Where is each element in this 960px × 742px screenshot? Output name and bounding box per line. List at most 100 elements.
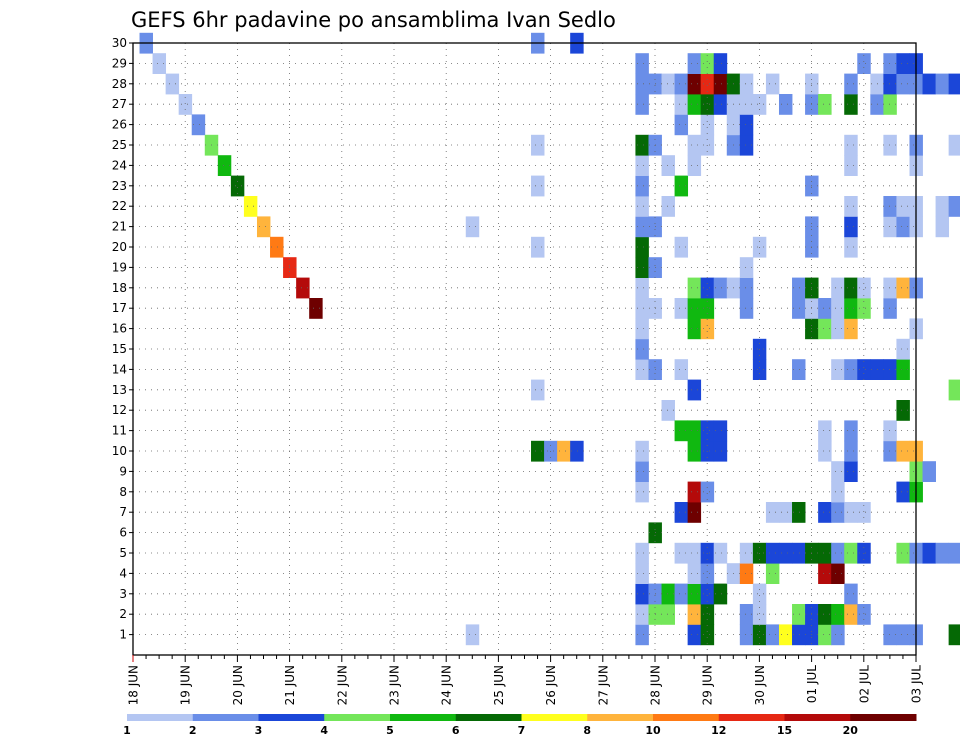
x-tick-label: 18 JUN bbox=[127, 665, 141, 705]
x-tick-label: 26 JUN bbox=[544, 665, 558, 705]
legend-label: 10 bbox=[645, 724, 661, 737]
heatmap-cell bbox=[857, 604, 871, 625]
heatmap-cell bbox=[661, 604, 675, 625]
heatmap-cell bbox=[674, 236, 689, 258]
heatmap-cell bbox=[687, 420, 702, 442]
heatmap-cell bbox=[844, 461, 858, 482]
heatmap-cell bbox=[465, 216, 480, 238]
heatmap-cell bbox=[700, 114, 715, 136]
y-tick-label: 29 bbox=[112, 56, 127, 70]
legend-label: 2 bbox=[189, 724, 197, 737]
heatmap-cell bbox=[896, 216, 910, 238]
heatmap-cell bbox=[896, 196, 910, 217]
heatmap-cell bbox=[700, 604, 715, 625]
legend-swatch bbox=[850, 714, 917, 721]
heatmap-cell bbox=[635, 53, 649, 74]
heatmap-cell bbox=[818, 94, 832, 115]
y-tick-label: 6 bbox=[119, 526, 127, 540]
y-tick-label: 26 bbox=[112, 118, 127, 132]
x-tick-label: 25 JUN bbox=[492, 665, 506, 705]
y-tick-label: 21 bbox=[112, 220, 127, 234]
heatmap-cell bbox=[818, 604, 832, 625]
heatmap-cell bbox=[230, 175, 245, 197]
heatmap-cell bbox=[857, 277, 871, 299]
heatmap-cell bbox=[674, 542, 689, 564]
heatmap-cell bbox=[635, 604, 649, 625]
heatmap-cell bbox=[857, 502, 871, 523]
heatmap-cell bbox=[674, 114, 689, 136]
heatmap-cell bbox=[896, 542, 910, 564]
heatmap-cell bbox=[531, 440, 545, 462]
legend-swatch bbox=[718, 714, 785, 721]
x-tick-label: 03 JUL bbox=[910, 665, 924, 703]
heatmap-cell bbox=[792, 604, 806, 625]
heatmap-cell bbox=[818, 624, 832, 646]
heatmap-cell bbox=[752, 583, 767, 605]
x-tick-label: 30 JUN bbox=[753, 665, 767, 705]
heatmap-cell bbox=[948, 624, 960, 646]
heatmap-cell bbox=[739, 73, 754, 95]
legend-label: 3 bbox=[255, 724, 263, 737]
heatmap-cell bbox=[831, 563, 845, 584]
heatmap-cell bbox=[896, 53, 910, 74]
heatmap-cell bbox=[831, 604, 845, 625]
heatmap-cell bbox=[818, 440, 832, 462]
y-tick-label: 4 bbox=[119, 566, 127, 580]
heatmap-cell bbox=[700, 481, 715, 503]
heatmap-cell bbox=[713, 440, 728, 462]
x-tick-label: 19 JUN bbox=[179, 665, 193, 705]
y-tick-label: 27 bbox=[112, 97, 127, 111]
x-tick-label: 24 JUN bbox=[440, 665, 454, 705]
heatmap-cell bbox=[844, 134, 858, 156]
heatmap-cell bbox=[635, 338, 649, 360]
heatmap-cell bbox=[635, 298, 649, 319]
heatmap-cell bbox=[896, 277, 910, 299]
heatmap-cell bbox=[739, 277, 754, 299]
heatmap-cell bbox=[700, 94, 715, 115]
heatmap-cell bbox=[687, 624, 702, 646]
heatmap-cell bbox=[635, 175, 649, 197]
heatmap-cell bbox=[635, 481, 649, 503]
heatmap-cell bbox=[883, 216, 897, 238]
heatmap-cell bbox=[792, 277, 806, 299]
heatmap-cell bbox=[831, 481, 845, 503]
heatmap-cell bbox=[687, 94, 702, 115]
heatmap-cell bbox=[178, 94, 193, 115]
heatmap-cell bbox=[191, 114, 206, 136]
heatmap-cell bbox=[883, 298, 897, 319]
y-tick-label: 2 bbox=[119, 607, 127, 621]
heatmap-cell bbox=[883, 196, 897, 217]
y-tick-label: 12 bbox=[112, 403, 127, 417]
x-tick-label: 22 JUN bbox=[335, 665, 349, 705]
heatmap-cell bbox=[661, 583, 675, 605]
heatmap-cell bbox=[687, 277, 702, 299]
heatmap-cell bbox=[635, 257, 649, 278]
legend-label: 5 bbox=[386, 724, 394, 737]
heatmap-cell bbox=[844, 604, 858, 625]
heatmap-cell bbox=[217, 155, 232, 176]
heatmap-cell bbox=[661, 73, 675, 95]
heatmap-cell bbox=[883, 359, 897, 380]
heatmap-cell bbox=[844, 94, 858, 115]
heatmap-cells bbox=[139, 32, 960, 646]
heatmap-cell bbox=[752, 604, 767, 625]
heatmap-cell bbox=[883, 440, 897, 462]
heatmap-cell bbox=[687, 73, 702, 95]
heatmap-cell bbox=[883, 53, 897, 74]
heatmap-cell bbox=[674, 502, 689, 523]
heatmap-cell bbox=[765, 73, 780, 95]
heatmap-cell bbox=[296, 277, 310, 299]
heatmap-cell bbox=[700, 73, 715, 95]
heatmap-cell bbox=[635, 236, 649, 258]
heatmap-cell bbox=[700, 298, 715, 319]
heatmap-cell bbox=[557, 440, 571, 462]
heatmap-cell bbox=[857, 298, 871, 319]
y-tick-label: 7 bbox=[119, 505, 127, 519]
heatmap-cell bbox=[687, 155, 702, 176]
heatmap-cell bbox=[883, 277, 897, 299]
y-tick-label: 25 bbox=[112, 138, 127, 152]
heatmap-cell bbox=[674, 359, 689, 380]
heatmap-cell bbox=[635, 583, 649, 605]
heatmap-cell bbox=[687, 298, 702, 319]
